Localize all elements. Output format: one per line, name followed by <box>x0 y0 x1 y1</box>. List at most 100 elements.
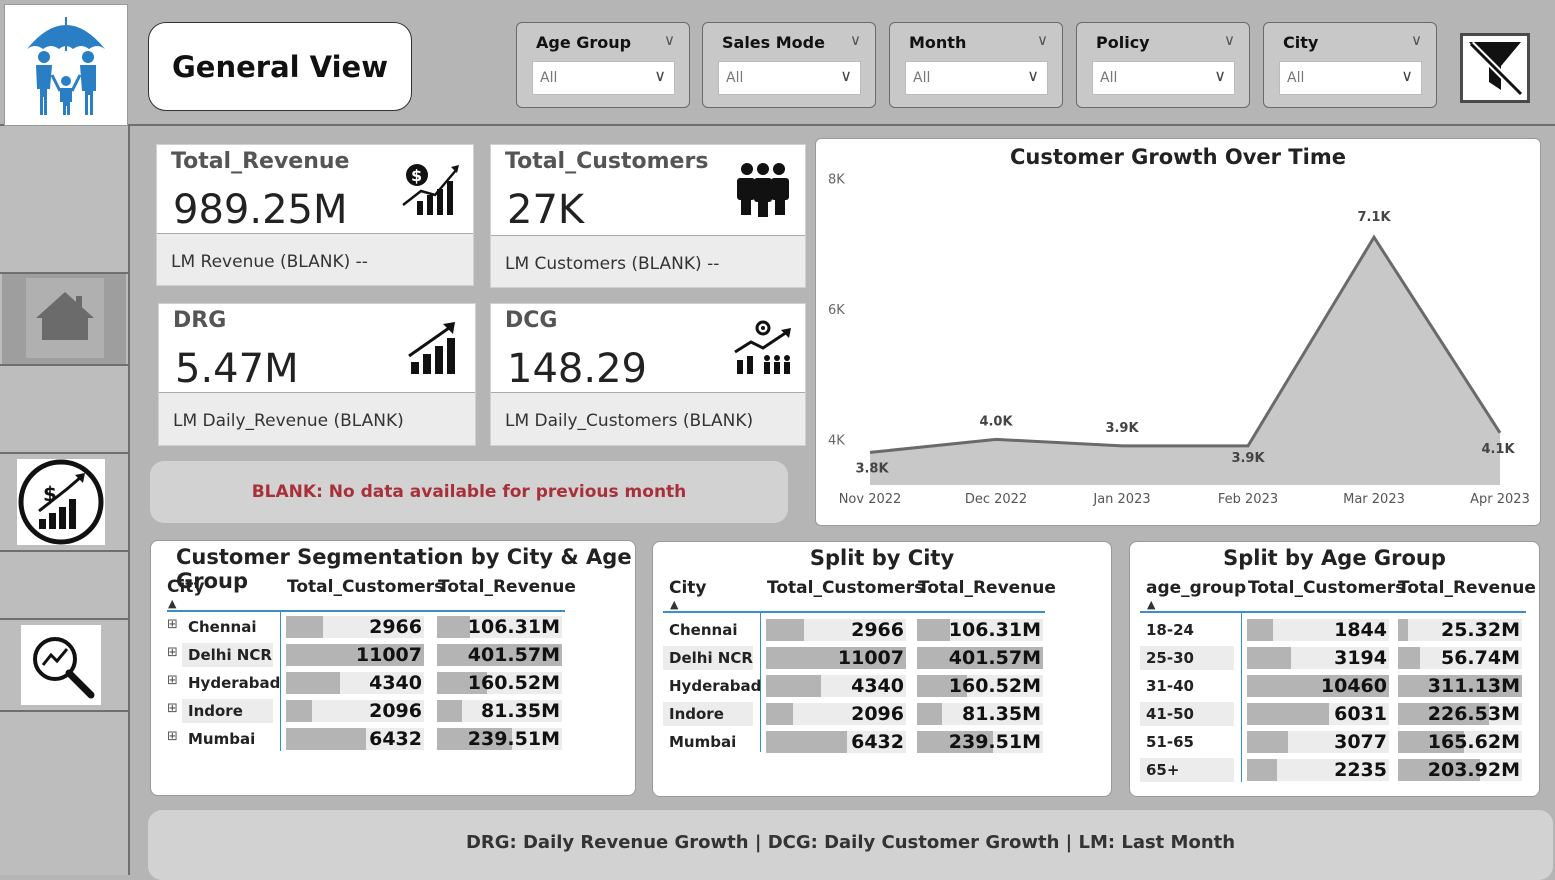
filter-dropdown[interactable]: All ∨ <box>532 61 675 95</box>
table-row[interactable]: ⊞ Mumbai 6432 239.51M <box>151 725 635 753</box>
revenue-bar <box>437 644 562 666</box>
card-top: DCG 148.29 <box>491 304 805 393</box>
row-label: Hyderabad <box>669 677 762 695</box>
customers-value: 11007 <box>355 644 422 666</box>
segmentation-table: Customer Segmentation by City & Age Grou… <box>150 540 636 796</box>
revenue-bar <box>1398 703 1489 725</box>
column-divider <box>280 611 281 751</box>
expand-icon[interactable]: ⊞ <box>167 701 178 716</box>
table-row[interactable]: 41-50 6031 226.53M <box>1130 700 1539 728</box>
customers-value: 10460 <box>1320 675 1387 697</box>
table-row[interactable]: Delhi NCR 11007 401.57M <box>653 644 1111 672</box>
growth-chart-icon <box>408 322 455 374</box>
table-row[interactable]: Chennai 2966 106.31M <box>653 616 1111 644</box>
filter-value: All <box>726 70 744 86</box>
sidebar-item-analytics[interactable] <box>21 625 101 705</box>
bar-track <box>437 700 562 722</box>
table-row[interactable]: ⊞ Indore 2096 81.35M <box>151 697 635 725</box>
revenue-chart-icon: $ <box>402 164 459 215</box>
customer-growth-chart: Customer Growth Over Time 4K 6K 8K Nov 2022… <box>815 138 1541 526</box>
filter-dropdown[interactable]: All ∨ <box>718 61 861 95</box>
table-row[interactable]: 25-30 3194 56.74M <box>1130 644 1539 672</box>
row-label: Chennai <box>188 618 257 636</box>
table-row[interactable]: 51-65 3077 165.62M <box>1130 728 1539 756</box>
table-row[interactable]: ⊞ Chennai 2966 106.31M <box>151 613 635 641</box>
customers-bar <box>286 700 312 722</box>
table-row[interactable]: Hyderabad 4340 160.52M <box>653 672 1111 700</box>
filter-month[interactable]: Month ∨ All ∨ <box>889 22 1063 108</box>
row-stripe <box>1140 646 1234 670</box>
data-label: 3.9K <box>1231 451 1265 466</box>
column-header[interactable]: Total_Customers <box>287 577 445 597</box>
card-title: Total_Revenue <box>171 149 350 174</box>
table-row[interactable]: Indore 2096 81.35M <box>653 700 1111 728</box>
column-header[interactable]: Total_Customers <box>1248 578 1406 598</box>
data-label: 4.1K <box>1481 442 1515 457</box>
customers-bar <box>766 675 821 697</box>
table-row[interactable]: ⊞ Hyderabad 4340 160.52M <box>151 669 635 697</box>
split-by-age-table: Split by Age Group age_group ▲ Total_Cus… <box>1129 541 1540 797</box>
expand-icon[interactable]: ⊞ <box>167 645 178 660</box>
column-header[interactable]: Total_Revenue <box>438 577 576 597</box>
row-label: Delhi NCR <box>669 649 753 667</box>
customers-bar <box>766 731 847 753</box>
table-row[interactable]: 18-24 1844 25.32M <box>1130 616 1539 644</box>
table-row[interactable]: ⊞ Delhi NCR 11007 401.57M <box>151 641 635 669</box>
row-label: 41-50 <box>1146 705 1194 723</box>
customers-value: 6031 <box>1334 703 1387 725</box>
column-header[interactable]: City <box>167 577 205 597</box>
filter-dropdown[interactable]: All ∨ <box>1092 61 1235 95</box>
row-label: Mumbai <box>669 733 737 751</box>
customers-bar <box>1247 759 1277 781</box>
x-tick-label: Apr 2023 <box>1470 492 1530 507</box>
data-label: 7.1K <box>1357 210 1391 225</box>
expand-icon[interactable]: ⊞ <box>167 617 178 632</box>
customers-bar <box>766 619 804 641</box>
row-label: Chennai <box>669 621 738 639</box>
filter-value: All <box>1287 70 1305 86</box>
card-value: 27K <box>507 187 585 233</box>
filter-sales-mode[interactable]: Sales Mode ∨ All ∨ <box>702 22 876 108</box>
card-title: DCG <box>505 308 558 333</box>
home-icon <box>26 278 104 358</box>
expand-icon[interactable]: ⊞ <box>167 673 178 688</box>
table-row[interactable]: 65+ 2235 203.92M <box>1130 756 1539 784</box>
chevron-down-icon: ∨ <box>1027 66 1039 85</box>
customers-value: 2966 <box>851 619 904 641</box>
column-header[interactable]: City <box>669 578 707 598</box>
people-group-icon <box>737 163 789 217</box>
revenue-value: 81.35M <box>480 700 560 722</box>
kpi-card-dcg: DCG 148.29 LM Daily_Customers (BLANK) <box>490 303 806 446</box>
chevron-down-icon: ∨ <box>1214 66 1226 85</box>
table-row[interactable]: Mumbai 6432 239.51M <box>653 728 1111 756</box>
column-header[interactable]: age_group <box>1146 578 1247 598</box>
table-row[interactable]: 31-40 10460 311.13M <box>1130 672 1539 700</box>
filter-city[interactable]: City ∨ All ∨ <box>1263 22 1437 108</box>
header-underline <box>663 611 1045 613</box>
revenue-value: 56.74M <box>1440 647 1520 669</box>
series-line <box>869 234 1502 454</box>
sidebar-item-revenue[interactable]: $ <box>17 459 105 545</box>
revenue-bar <box>917 619 950 641</box>
row-label: Indore <box>188 702 243 720</box>
customers-bar <box>1247 675 1389 697</box>
card-sub: LM Daily_Customers (BLANK) <box>505 411 754 431</box>
card-title: Total_Customers <box>505 149 709 174</box>
column-header[interactable]: Total_Revenue <box>1398 578 1536 598</box>
column-header[interactable]: Total_Customers <box>767 578 925 598</box>
clear-filter-button[interactable] <box>1460 33 1530 103</box>
expand-icon[interactable]: ⊞ <box>167 729 178 744</box>
chevron-down-icon: ∨ <box>664 31 675 49</box>
revenue-value: 160.52M <box>948 675 1041 697</box>
filter-age-group[interactable]: Age Group ∨ All ∨ <box>516 22 690 108</box>
sidebar-item-home[interactable] <box>2 274 126 364</box>
column-header[interactable]: Total_Revenue <box>918 578 1056 598</box>
row-label: 31-40 <box>1146 677 1194 695</box>
filter-policy[interactable]: Policy ∨ All ∨ <box>1076 22 1250 108</box>
customers-value: 11007 <box>837 647 904 669</box>
filter-dropdown[interactable]: All ∨ <box>1279 61 1422 95</box>
table-title: Split by Age Group <box>1223 546 1446 570</box>
chevron-down-icon: ∨ <box>1037 31 1048 49</box>
row-label: 18-24 <box>1146 621 1194 639</box>
filter-dropdown[interactable]: All ∨ <box>905 61 1048 95</box>
